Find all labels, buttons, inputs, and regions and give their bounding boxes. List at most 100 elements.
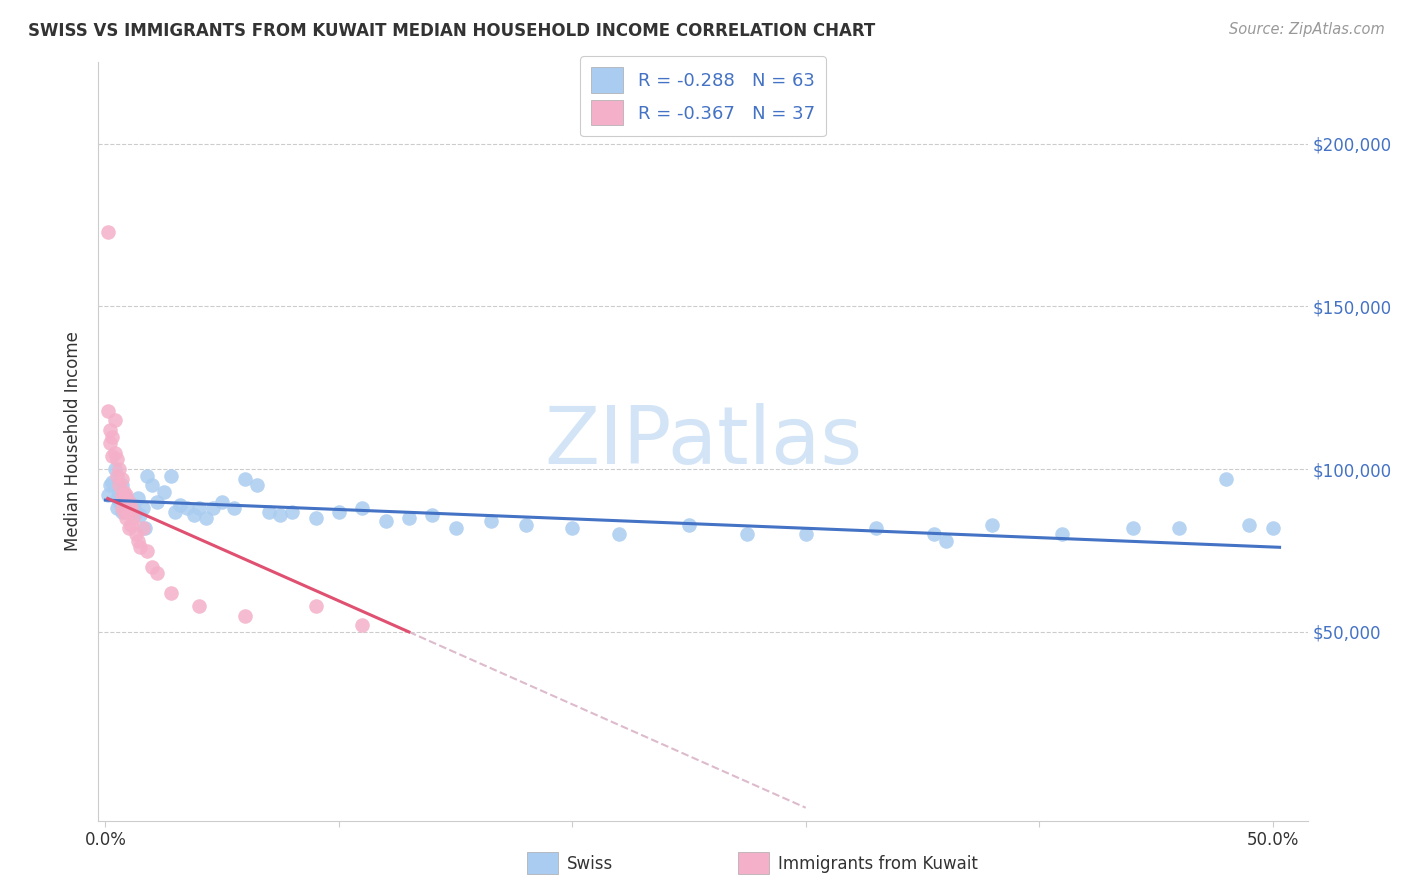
Point [328, 504, 350, 518]
Point [187, 501, 209, 516]
Point [97, 403, 120, 417]
Point [1121, 521, 1143, 535]
Point [352, 618, 374, 632]
Point [398, 511, 420, 525]
Legend: R = -0.288   N = 63, R = -0.367   N = 37: R = -0.288 N = 63, R = -0.367 N = 37 [581, 56, 825, 136]
Point [561, 521, 583, 535]
Point [105, 501, 128, 516]
Point [222, 501, 245, 516]
Point [235, 608, 257, 623]
Point [246, 478, 269, 492]
Point [169, 498, 191, 512]
Point [1237, 517, 1260, 532]
Point [176, 501, 198, 516]
Point [108, 462, 131, 476]
Point [1215, 472, 1237, 486]
Point [104, 446, 127, 460]
Point [125, 504, 148, 518]
Point [98, 478, 121, 492]
Point [141, 559, 163, 574]
Point [165, 504, 187, 518]
Point [112, 504, 135, 518]
Point [120, 501, 142, 516]
Point [105, 468, 128, 483]
Point [607, 527, 630, 541]
Point [235, 472, 257, 486]
Point [304, 599, 326, 613]
Point [141, 478, 163, 492]
Point [101, 475, 124, 490]
Point [136, 468, 159, 483]
Point [352, 501, 374, 516]
Point [97, 225, 120, 239]
Text: SWISS VS IMMIGRANTS FROM KUWAIT MEDIAN HOUSEHOLD INCOME CORRELATION CHART: SWISS VS IMMIGRANTS FROM KUWAIT MEDIAN H… [28, 22, 876, 40]
Point [129, 508, 152, 522]
Point [146, 494, 169, 508]
Point [127, 533, 149, 548]
Point [257, 504, 280, 518]
Point [101, 449, 124, 463]
Point [97, 488, 120, 502]
Point [111, 478, 134, 492]
Point [115, 488, 138, 502]
Point [211, 494, 233, 508]
Point [374, 514, 396, 528]
Point [120, 517, 142, 532]
Point [194, 511, 217, 525]
Point [111, 501, 134, 516]
Point [112, 488, 135, 502]
Point [187, 599, 209, 613]
Point [136, 543, 159, 558]
Point [115, 491, 138, 506]
Point [108, 478, 131, 492]
Point [281, 504, 304, 518]
Point [105, 452, 128, 467]
Point [118, 504, 141, 518]
Point [515, 517, 537, 532]
Point [101, 430, 124, 444]
Text: ZIPatlas: ZIPatlas [544, 402, 862, 481]
Point [1261, 521, 1284, 535]
Point [865, 521, 887, 535]
Y-axis label: Median Household Income: Median Household Income [65, 332, 83, 551]
Point [444, 521, 467, 535]
Point [98, 436, 121, 450]
Point [146, 566, 169, 581]
Point [111, 472, 134, 486]
Point [479, 514, 502, 528]
Point [115, 511, 138, 525]
Text: Immigrants from Kuwait: Immigrants from Kuwait [778, 855, 977, 873]
Point [118, 494, 141, 508]
Point [678, 517, 700, 532]
Point [111, 488, 134, 502]
Point [1168, 521, 1191, 535]
Point [118, 494, 141, 508]
Point [120, 501, 142, 516]
Point [183, 508, 205, 522]
Point [132, 521, 155, 535]
Point [794, 527, 817, 541]
Point [152, 485, 174, 500]
Point [922, 527, 945, 541]
Point [201, 501, 224, 516]
Point [108, 494, 131, 508]
Point [98, 423, 121, 437]
Point [104, 413, 127, 427]
Point [159, 468, 181, 483]
Point [118, 521, 141, 535]
Point [127, 491, 149, 506]
Point [112, 485, 135, 500]
Text: Swiss: Swiss [567, 855, 613, 873]
Point [105, 491, 128, 506]
Point [111, 504, 134, 518]
Point [122, 511, 145, 525]
Point [269, 508, 291, 522]
Text: Source: ZipAtlas.com: Source: ZipAtlas.com [1229, 22, 1385, 37]
Point [129, 541, 152, 555]
Point [108, 485, 131, 500]
Point [132, 501, 155, 516]
Point [420, 508, 443, 522]
Point [737, 527, 759, 541]
Point [935, 533, 957, 548]
Point [159, 586, 181, 600]
